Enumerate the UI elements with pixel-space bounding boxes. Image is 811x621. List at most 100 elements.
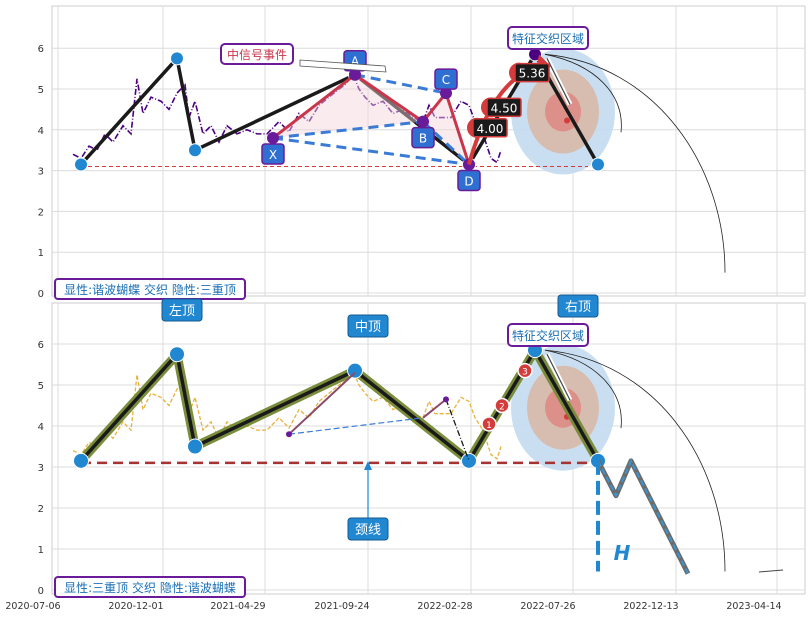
reversal-value-label: 5.36 [519, 67, 546, 81]
head-label: 左顶 [169, 304, 195, 319]
feature-zone-box [507, 323, 589, 347]
reversal-value-box [472, 118, 508, 138]
neckline-label: 颈线 [355, 523, 381, 538]
y-tick-label: 1 [38, 545, 44, 556]
zigzag-node [347, 362, 363, 379]
y-tick-label: 2 [38, 504, 44, 515]
projection-arrow [546, 353, 571, 401]
numbered-point [494, 397, 510, 414]
hidden-pattern-point [286, 431, 292, 438]
signal-event-box [220, 43, 294, 65]
hidden-pattern-line [288, 417, 424, 435]
hidden-pattern-point [443, 396, 449, 403]
x-tick-label: 2020-12-01 [108, 601, 163, 612]
harmonic-label-box [457, 169, 481, 192]
head-label: 右顶 [565, 300, 591, 315]
harmonic-triangle-xab [273, 74, 423, 138]
harmonic-label: D [464, 174, 473, 188]
pattern-caption-box [54, 576, 246, 598]
y-tick-label: 2 [38, 207, 44, 218]
neckline-label-box [347, 517, 389, 541]
head-label: 中顶 [355, 320, 381, 335]
x-tick-label: 2020-07-06 [5, 601, 60, 612]
harmonic-ratio-line [272, 120, 424, 140]
zigzag-node [74, 157, 88, 172]
harmonic-label: X [269, 148, 277, 162]
reversal-value-label: 4.50 [491, 101, 518, 115]
x-tick-label: 2021-09-24 [314, 601, 369, 612]
harmonic-label: B [419, 132, 427, 146]
y-tick-label: 6 [38, 44, 44, 55]
numbered-point-label: 1 [486, 421, 492, 431]
y-tick-label: 3 [38, 167, 44, 178]
pattern-caption: 显性:谐波蝴蝶 交织 隐性:三重顶 [64, 282, 236, 297]
zigzag-node [169, 346, 185, 363]
harmonic-point [349, 68, 361, 81]
y-tick-label: 0 [38, 289, 44, 300]
harmonic-leg [272, 73, 356, 140]
x-tick-label: 2023-04-14 [726, 601, 781, 612]
projection-arc-small [544, 349, 622, 429]
pattern-caption: 显性:三重顶 交织 隐性:谐波蝴蝶 [64, 580, 236, 595]
height-label: H [614, 541, 631, 565]
panel-frame [51, 302, 806, 595]
numbered-point-label: 3 [522, 368, 528, 378]
y-tick-label: 6 [38, 340, 44, 351]
reversal-value-box [514, 62, 550, 83]
x-tick-label: 2022-02-28 [417, 601, 472, 612]
harmonic-point [267, 131, 279, 144]
feature-zone-label: 特征交织区域 [512, 31, 584, 46]
x-tick-label: 2021-04-29 [210, 601, 265, 612]
x-tick-label: 2022-12-13 [623, 601, 678, 612]
projection-arc [544, 53, 726, 273]
reversal-value-label: 4.00 [477, 122, 504, 136]
y-tick-label: 1 [38, 248, 44, 259]
neckline-label-pointer-head [364, 461, 372, 470]
harmonic-ratio-line [272, 136, 470, 166]
pattern-caption-box [54, 278, 246, 300]
y-tick-label: 4 [38, 126, 44, 137]
y-tick-label: 5 [38, 85, 44, 96]
projection-arrow [546, 58, 571, 105]
harmonic-label-box [434, 68, 458, 90]
hidden-pattern-leg [288, 371, 356, 435]
harmonic-leg [444, 92, 471, 165]
zigzag-node [591, 157, 605, 172]
numbered-point [517, 362, 533, 379]
harmonic-label: C [442, 73, 450, 87]
target-zone-center [564, 117, 570, 124]
head-label-box [557, 294, 599, 318]
zigzag-node [461, 452, 477, 469]
harmonic-ratio-line [421, 120, 471, 166]
y-tick-label: 3 [38, 463, 44, 474]
harmonic-point [417, 115, 429, 128]
harmonic-label-box [411, 126, 435, 149]
zigzag-node [187, 438, 203, 455]
harmonic-leg [354, 73, 424, 123]
y-tick-label: 5 [38, 381, 44, 392]
projection-arc-small [544, 53, 622, 133]
y-tick-label: 0 [38, 586, 44, 597]
feature-zone-label: 特征交织区域 [512, 328, 584, 343]
axis-tail [758, 569, 784, 573]
harmonic-point [440, 87, 452, 100]
projection-path [597, 458, 689, 575]
harmonic-label-box [261, 143, 285, 165]
head-label-box [161, 298, 203, 322]
x-tick-label: 2022-07-26 [520, 601, 575, 612]
hidden-pattern-leg [422, 398, 447, 419]
zigzag-node [188, 143, 202, 158]
signal-event-label: 中信号事件 [227, 47, 287, 62]
zigzag-node [170, 51, 184, 66]
harmonic-leg [421, 92, 448, 123]
numbered-point-label: 2 [499, 403, 505, 413]
numbered-point [481, 416, 497, 432]
signal-event-arrow [299, 59, 387, 73]
head-label-box [347, 314, 389, 338]
feature-zone-box [507, 26, 589, 50]
projection-arc [544, 349, 726, 572]
